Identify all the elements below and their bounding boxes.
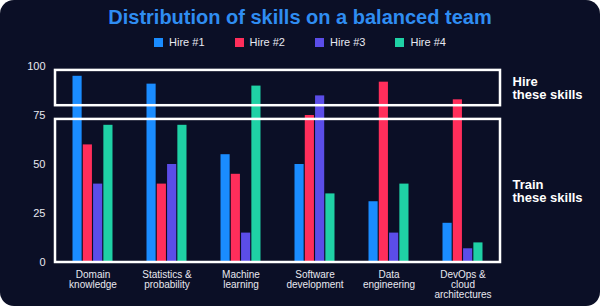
svg-text:Domainknowledge: Domainknowledge bbox=[69, 269, 117, 290]
html-text:Hire #2: Hire #2 bbox=[249, 36, 285, 48]
svg-text:Dataengineering: Dataengineering bbox=[363, 269, 415, 290]
svg-text:75: 75 bbox=[33, 109, 45, 121]
svg-text:Trainthese skills: Trainthese skills bbox=[513, 177, 583, 205]
svg-text:DevOps &cloudarchitectures: DevOps &cloudarchitectures bbox=[434, 269, 491, 300]
html-text:Distribution of skills on a ba: Distribution of skills on a balanced tea… bbox=[108, 6, 492, 28]
html-text:Hire #3: Hire #3 bbox=[330, 36, 366, 48]
svg-text:Softwaredevelopment: Softwaredevelopment bbox=[286, 269, 343, 290]
html-text:Hire #4: Hire #4 bbox=[410, 36, 446, 48]
svg-text:100: 100 bbox=[27, 60, 45, 72]
svg-text:25: 25 bbox=[33, 207, 45, 219]
svg-text:50: 50 bbox=[33, 158, 45, 170]
svg-text:Machinelearning: Machinelearning bbox=[222, 269, 260, 290]
svg-text:Hirethese skills: Hirethese skills bbox=[513, 74, 583, 102]
html-text:Hire #1: Hire #1 bbox=[169, 36, 205, 48]
svg-text:0: 0 bbox=[39, 256, 45, 268]
svg-text:Statistics &probability: Statistics &probability bbox=[142, 269, 192, 290]
